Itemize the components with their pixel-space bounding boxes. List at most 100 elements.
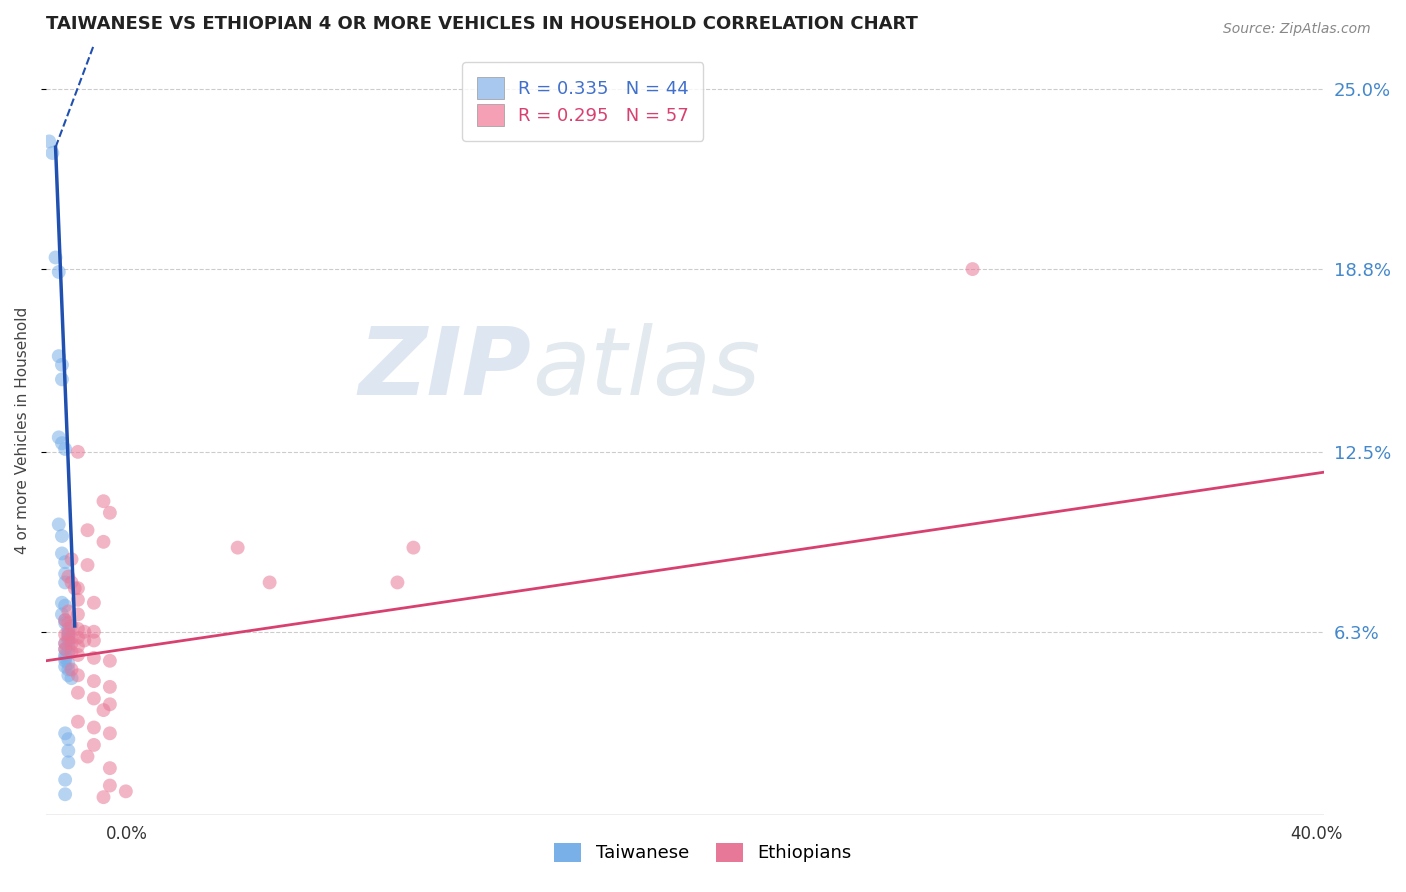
- Point: [53, 659, 76, 673]
- Point: [226, 541, 249, 555]
- Point: [66, 631, 89, 645]
- Point: [48, 265, 70, 279]
- Point: [98, 654, 121, 668]
- Point: [83, 738, 105, 752]
- Point: [259, 575, 281, 590]
- Point: [53, 442, 76, 456]
- Point: [58, 633, 80, 648]
- Legend: Taiwanese, Ethiopians: Taiwanese, Ethiopians: [547, 836, 859, 870]
- Point: [76, 558, 98, 572]
- Point: [66, 607, 89, 622]
- Point: [45, 251, 67, 265]
- Point: [58, 569, 80, 583]
- Point: [58, 744, 80, 758]
- Point: [58, 628, 80, 642]
- Point: [58, 663, 80, 677]
- Point: [60, 671, 83, 685]
- Legend: R = 0.335   N = 44, R = 0.295   N = 57: R = 0.335 N = 44, R = 0.295 N = 57: [463, 62, 703, 141]
- Point: [93, 703, 115, 717]
- Point: [93, 494, 115, 508]
- Point: [98, 761, 121, 775]
- Point: [53, 599, 76, 613]
- Point: [51, 607, 73, 622]
- Point: [63, 581, 86, 595]
- Point: [73, 633, 96, 648]
- Text: 40.0%: 40.0%: [1291, 825, 1343, 843]
- Point: [51, 358, 73, 372]
- Point: [51, 529, 73, 543]
- Point: [66, 640, 89, 654]
- Point: [98, 779, 121, 793]
- Point: [58, 732, 80, 747]
- Point: [98, 680, 121, 694]
- Y-axis label: 4 or more Vehicles in Household: 4 or more Vehicles in Household: [15, 307, 30, 554]
- Point: [53, 555, 76, 569]
- Point: [38, 135, 60, 149]
- Point: [53, 654, 76, 668]
- Point: [66, 648, 89, 662]
- Point: [51, 436, 73, 450]
- Point: [60, 552, 83, 566]
- Point: [66, 686, 89, 700]
- Point: [53, 616, 76, 631]
- Point: [83, 651, 105, 665]
- Point: [98, 726, 121, 740]
- Text: TAIWANESE VS ETHIOPIAN 4 OR MORE VEHICLES IN HOUSEHOLD CORRELATION CHART: TAIWANESE VS ETHIOPIAN 4 OR MORE VEHICLE…: [46, 15, 918, 33]
- Point: [83, 596, 105, 610]
- Point: [48, 517, 70, 532]
- Text: ZIP: ZIP: [359, 323, 531, 415]
- Point: [83, 624, 105, 639]
- Point: [51, 546, 73, 560]
- Point: [53, 566, 76, 581]
- Point: [53, 613, 76, 627]
- Point: [66, 592, 89, 607]
- Point: [66, 622, 89, 636]
- Point: [387, 575, 409, 590]
- Point: [60, 575, 83, 590]
- Text: atlas: atlas: [531, 323, 759, 414]
- Point: [53, 642, 76, 657]
- Text: Source: ZipAtlas.com: Source: ZipAtlas.com: [1223, 22, 1371, 37]
- Point: [66, 714, 89, 729]
- Point: [58, 657, 80, 671]
- Point: [58, 628, 80, 642]
- Point: [53, 726, 76, 740]
- Point: [76, 749, 98, 764]
- Point: [51, 596, 73, 610]
- Point: [962, 262, 984, 277]
- Point: [60, 663, 83, 677]
- Point: [83, 721, 105, 735]
- Point: [58, 668, 80, 682]
- Point: [60, 619, 83, 633]
- Point: [66, 445, 89, 459]
- Point: [58, 616, 80, 631]
- Point: [48, 430, 70, 444]
- Point: [53, 575, 76, 590]
- Point: [53, 628, 76, 642]
- Point: [58, 622, 80, 636]
- Point: [53, 787, 76, 801]
- Point: [58, 756, 80, 770]
- Point: [58, 624, 80, 639]
- Point: [60, 631, 83, 645]
- Point: [58, 604, 80, 618]
- Point: [60, 645, 83, 659]
- Point: [115, 784, 138, 798]
- Point: [402, 541, 425, 555]
- Point: [58, 645, 80, 659]
- Point: [83, 633, 105, 648]
- Point: [98, 698, 121, 712]
- Point: [51, 372, 73, 386]
- Point: [60, 636, 83, 650]
- Point: [93, 790, 115, 805]
- Point: [48, 349, 70, 363]
- Point: [58, 640, 80, 654]
- Point: [53, 636, 76, 650]
- Point: [66, 581, 89, 595]
- Point: [83, 691, 105, 706]
- Point: [53, 636, 76, 650]
- Point: [53, 772, 76, 787]
- Point: [93, 534, 115, 549]
- Point: [76, 523, 98, 537]
- Point: [73, 624, 96, 639]
